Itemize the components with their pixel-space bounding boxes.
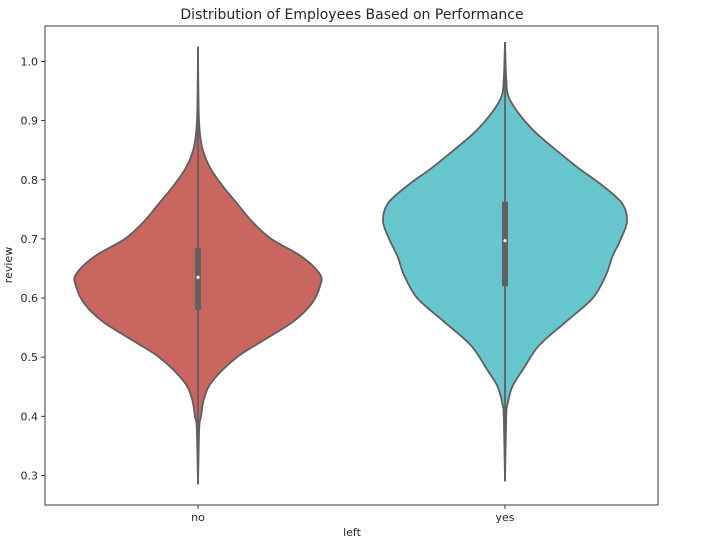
y-tick-label: 0.8	[21, 174, 39, 187]
y-tick-label: 0.3	[21, 469, 39, 482]
violin-no	[73, 46, 323, 485]
y-tick-label: 0.5	[21, 351, 39, 364]
median-dot-yes	[503, 239, 507, 243]
median-dot-no	[196, 275, 200, 279]
y-tick-label: 0.6	[21, 292, 39, 305]
y-tick-label: 1.0	[21, 55, 39, 68]
iqr-box-yes	[502, 201, 508, 287]
y-tick-label: 0.7	[21, 233, 39, 246]
y-tick-label: 0.4	[21, 410, 39, 423]
x-tick-label-yes: yes	[495, 511, 514, 524]
x-tick-label-no: no	[191, 511, 205, 524]
y-axis-label: review	[2, 247, 15, 283]
x-axis-label: left	[343, 526, 362, 539]
plot-area-frame	[44, 25, 659, 506]
violin-yes	[382, 41, 628, 482]
y-tick-label: 0.9	[21, 115, 39, 128]
chart-title: Distribution of Employees Based on Perfo…	[180, 7, 523, 23]
